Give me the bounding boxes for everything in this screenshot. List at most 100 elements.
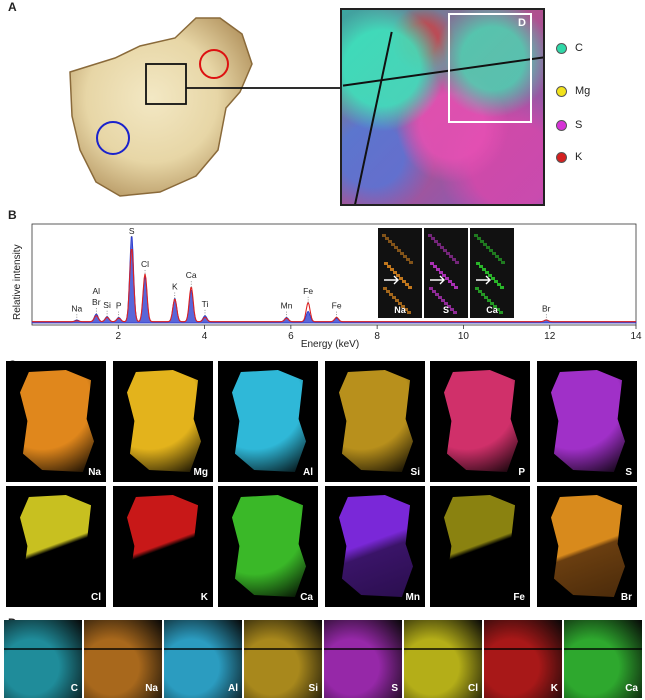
crack [244, 648, 322, 650]
panel-b-label: B [8, 208, 17, 222]
element-map-label: Mg [193, 467, 208, 478]
x-tick-label: 6 [288, 331, 294, 342]
element-map-mg: Mg [113, 361, 213, 482]
panel-b: 2 4 6 8 10 12 14 Na Al Br Si P S Cl K Ca Ti Mn Fe Fe Br Na S Ca… [0, 212, 645, 360]
zoom-map-na: Na [84, 620, 162, 698]
inset-speck [495, 255, 499, 258]
inset-label: Na [394, 305, 406, 315]
element-map-mn: Mn [325, 486, 425, 607]
inset-speck [454, 286, 458, 289]
zoom-map-k: K [484, 620, 562, 698]
plot-frame [31, 223, 637, 326]
x-tick-label: 12 [544, 331, 556, 342]
inset-speck [475, 287, 479, 290]
element-map-label: Ca [300, 592, 313, 603]
crack [404, 648, 482, 650]
x-axis-label: Energy (keV) [301, 339, 359, 350]
inset-speck [386, 290, 390, 293]
element-map-label: Mn [405, 592, 420, 603]
element-map-si: Si [325, 361, 425, 482]
inset-speck [389, 293, 393, 296]
inset-speck [491, 277, 495, 280]
inset-speck [446, 252, 450, 255]
sample-map-shape [339, 370, 413, 472]
x-tick-label: 8 [374, 331, 380, 342]
inset-speck [481, 293, 485, 296]
inset-speck [490, 302, 494, 305]
sample-map-shape [232, 370, 306, 472]
zoom-map-s: S [324, 620, 402, 698]
inset-speck [428, 234, 432, 237]
inset-speck [477, 237, 481, 240]
arrow-icon [384, 275, 399, 285]
peak-label: Ca [186, 270, 197, 280]
sample-map-shape [127, 495, 201, 597]
inset-speck [437, 243, 441, 246]
zoom-map-c: C [4, 620, 82, 698]
zoom-map-si: Si [244, 620, 322, 698]
inset-speck [430, 262, 434, 265]
peak-label: Br [542, 303, 551, 313]
peak-label: P [116, 301, 122, 311]
inset-speck [443, 249, 447, 252]
inset-speck [404, 308, 408, 311]
peak-label: Mn [281, 301, 293, 311]
element-map-p: P [430, 361, 530, 482]
inset-speck [444, 302, 448, 305]
inset-speck [391, 243, 395, 246]
peak-label: K [172, 282, 178, 292]
crack [4, 648, 82, 650]
inset-speck [447, 305, 451, 308]
inset-speck [494, 280, 498, 283]
panel-a: D C Mg S K [0, 0, 645, 212]
x-tick-label: 4 [202, 331, 208, 342]
element-map-br: Br [537, 486, 637, 607]
element-map-label: Fe [513, 592, 525, 603]
inset-speck [432, 290, 436, 293]
zoom-map-cl: Cl [404, 620, 482, 698]
sample-map-shape [444, 495, 518, 597]
inset-label: Ca [486, 305, 498, 315]
spectrum-inset: Ca [470, 228, 514, 318]
optical-sample-image [69, 17, 340, 197]
crack [564, 648, 642, 650]
element-map-label: Al [303, 467, 313, 478]
element-map-label: Si [410, 467, 420, 478]
inset-speck [429, 287, 433, 290]
legend-swatch [556, 119, 567, 131]
legend-item-c: C [556, 42, 583, 54]
inset-speck [402, 280, 406, 283]
zoom-map-label: Al [228, 683, 238, 694]
legend-swatch [556, 42, 567, 54]
element-map-label: P [518, 467, 525, 478]
inset-speck [384, 262, 388, 265]
inset-speck [434, 240, 438, 243]
peak-label: Cl [141, 259, 149, 269]
inset-speck [482, 268, 486, 271]
sample-map-shape [232, 495, 306, 597]
inset-speck [485, 271, 489, 274]
panel-d-region-box: D [448, 13, 532, 123]
inset-speck [408, 286, 412, 289]
peak-label: Br [92, 297, 101, 307]
element-map-ca: Ca [218, 486, 318, 607]
spectrum-inset: Na [378, 228, 422, 318]
legend-label: C [575, 42, 583, 54]
inset-speck [396, 274, 400, 277]
legend-label: Mg [575, 85, 591, 97]
inset-speck [488, 274, 492, 277]
sample-map-shape [551, 495, 625, 597]
inset-speck [442, 274, 446, 277]
zoom-map-label: S [391, 683, 398, 694]
inset-speck [496, 308, 500, 311]
element-map-label: Na [88, 467, 101, 478]
inset-speck [478, 290, 482, 293]
peak-label: Ti [202, 299, 209, 309]
element-map-label: S [625, 467, 632, 478]
zoom-map-label: Ca [625, 683, 638, 694]
inset-label: S [443, 305, 449, 315]
inset-speck [497, 283, 501, 286]
inset-speck [385, 237, 389, 240]
arrow-icon [476, 275, 491, 285]
crack [84, 648, 162, 650]
